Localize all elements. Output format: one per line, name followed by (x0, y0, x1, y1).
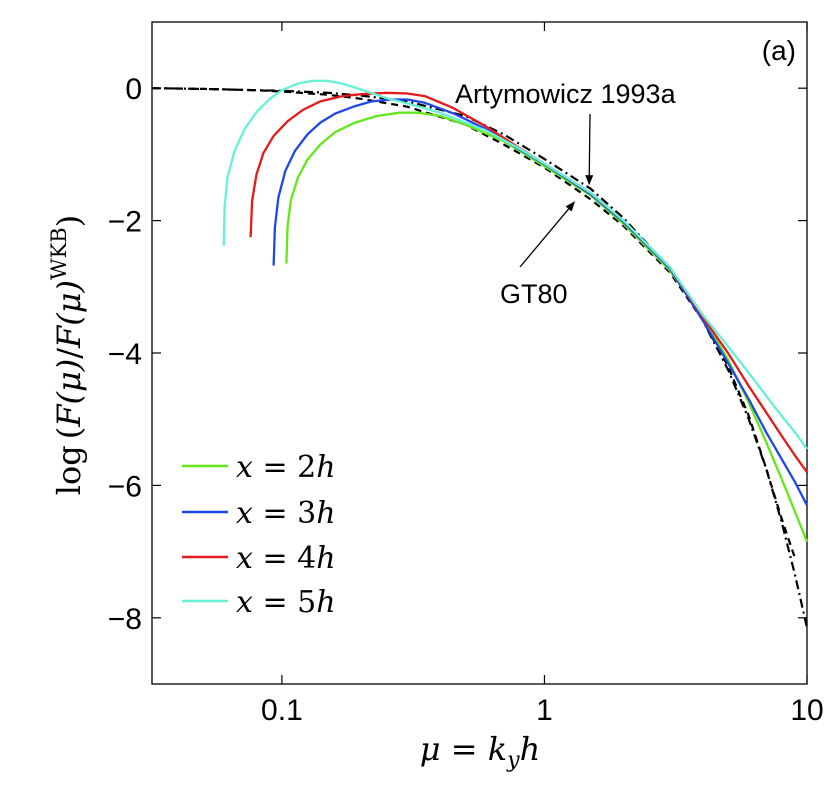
y-tick-label-0: 0 (125, 73, 142, 106)
x-axis-label: μ = kyh (420, 730, 540, 773)
annotation-arrow-artymowicz (585, 113, 594, 186)
annotation-label-artymowicz: Artymowicz 1993a (455, 79, 677, 109)
curves (151, 79, 809, 628)
annotations: Artymowicz 1993a GT80 (455, 79, 677, 309)
ticks: 0.1 1 10 0 −2 −4 −6 −8 (108, 22, 824, 727)
legend-label-1: x = 3h (236, 496, 336, 531)
series-line-4h (249, 91, 808, 473)
panel-label: (a) (762, 35, 796, 66)
y-axis-label: log(F(μ)/F(μ)WKB) (47, 215, 88, 495)
plot-area (151, 21, 808, 685)
x-tick-label-0: 0.1 (261, 694, 303, 727)
series-line-2h (285, 111, 809, 543)
legend-label-2: x = 4h (236, 541, 336, 576)
reference-curve-gt80 (151, 87, 797, 559)
legend: x = 2h x = 3h x = 4h x = 5h (182, 450, 336, 620)
legend-label-3: x = 5h (236, 585, 336, 620)
x-tick-label-1: 1 (536, 694, 553, 727)
y-tick-label-1: −2 (108, 206, 142, 239)
y-tick-label-2: −4 (108, 338, 142, 371)
y-tick-label-3: −6 (108, 470, 142, 503)
series-line-5h (222, 79, 808, 450)
annotation-label-gt80: GT80 (500, 279, 568, 309)
legend-label-0: x = 2h (236, 450, 336, 485)
x-tick-label-2: 10 (790, 694, 823, 727)
annotation-arrow-gt80 (519, 201, 576, 268)
y-tick-label-4: −8 (108, 603, 142, 636)
series-line-3h (272, 98, 809, 506)
